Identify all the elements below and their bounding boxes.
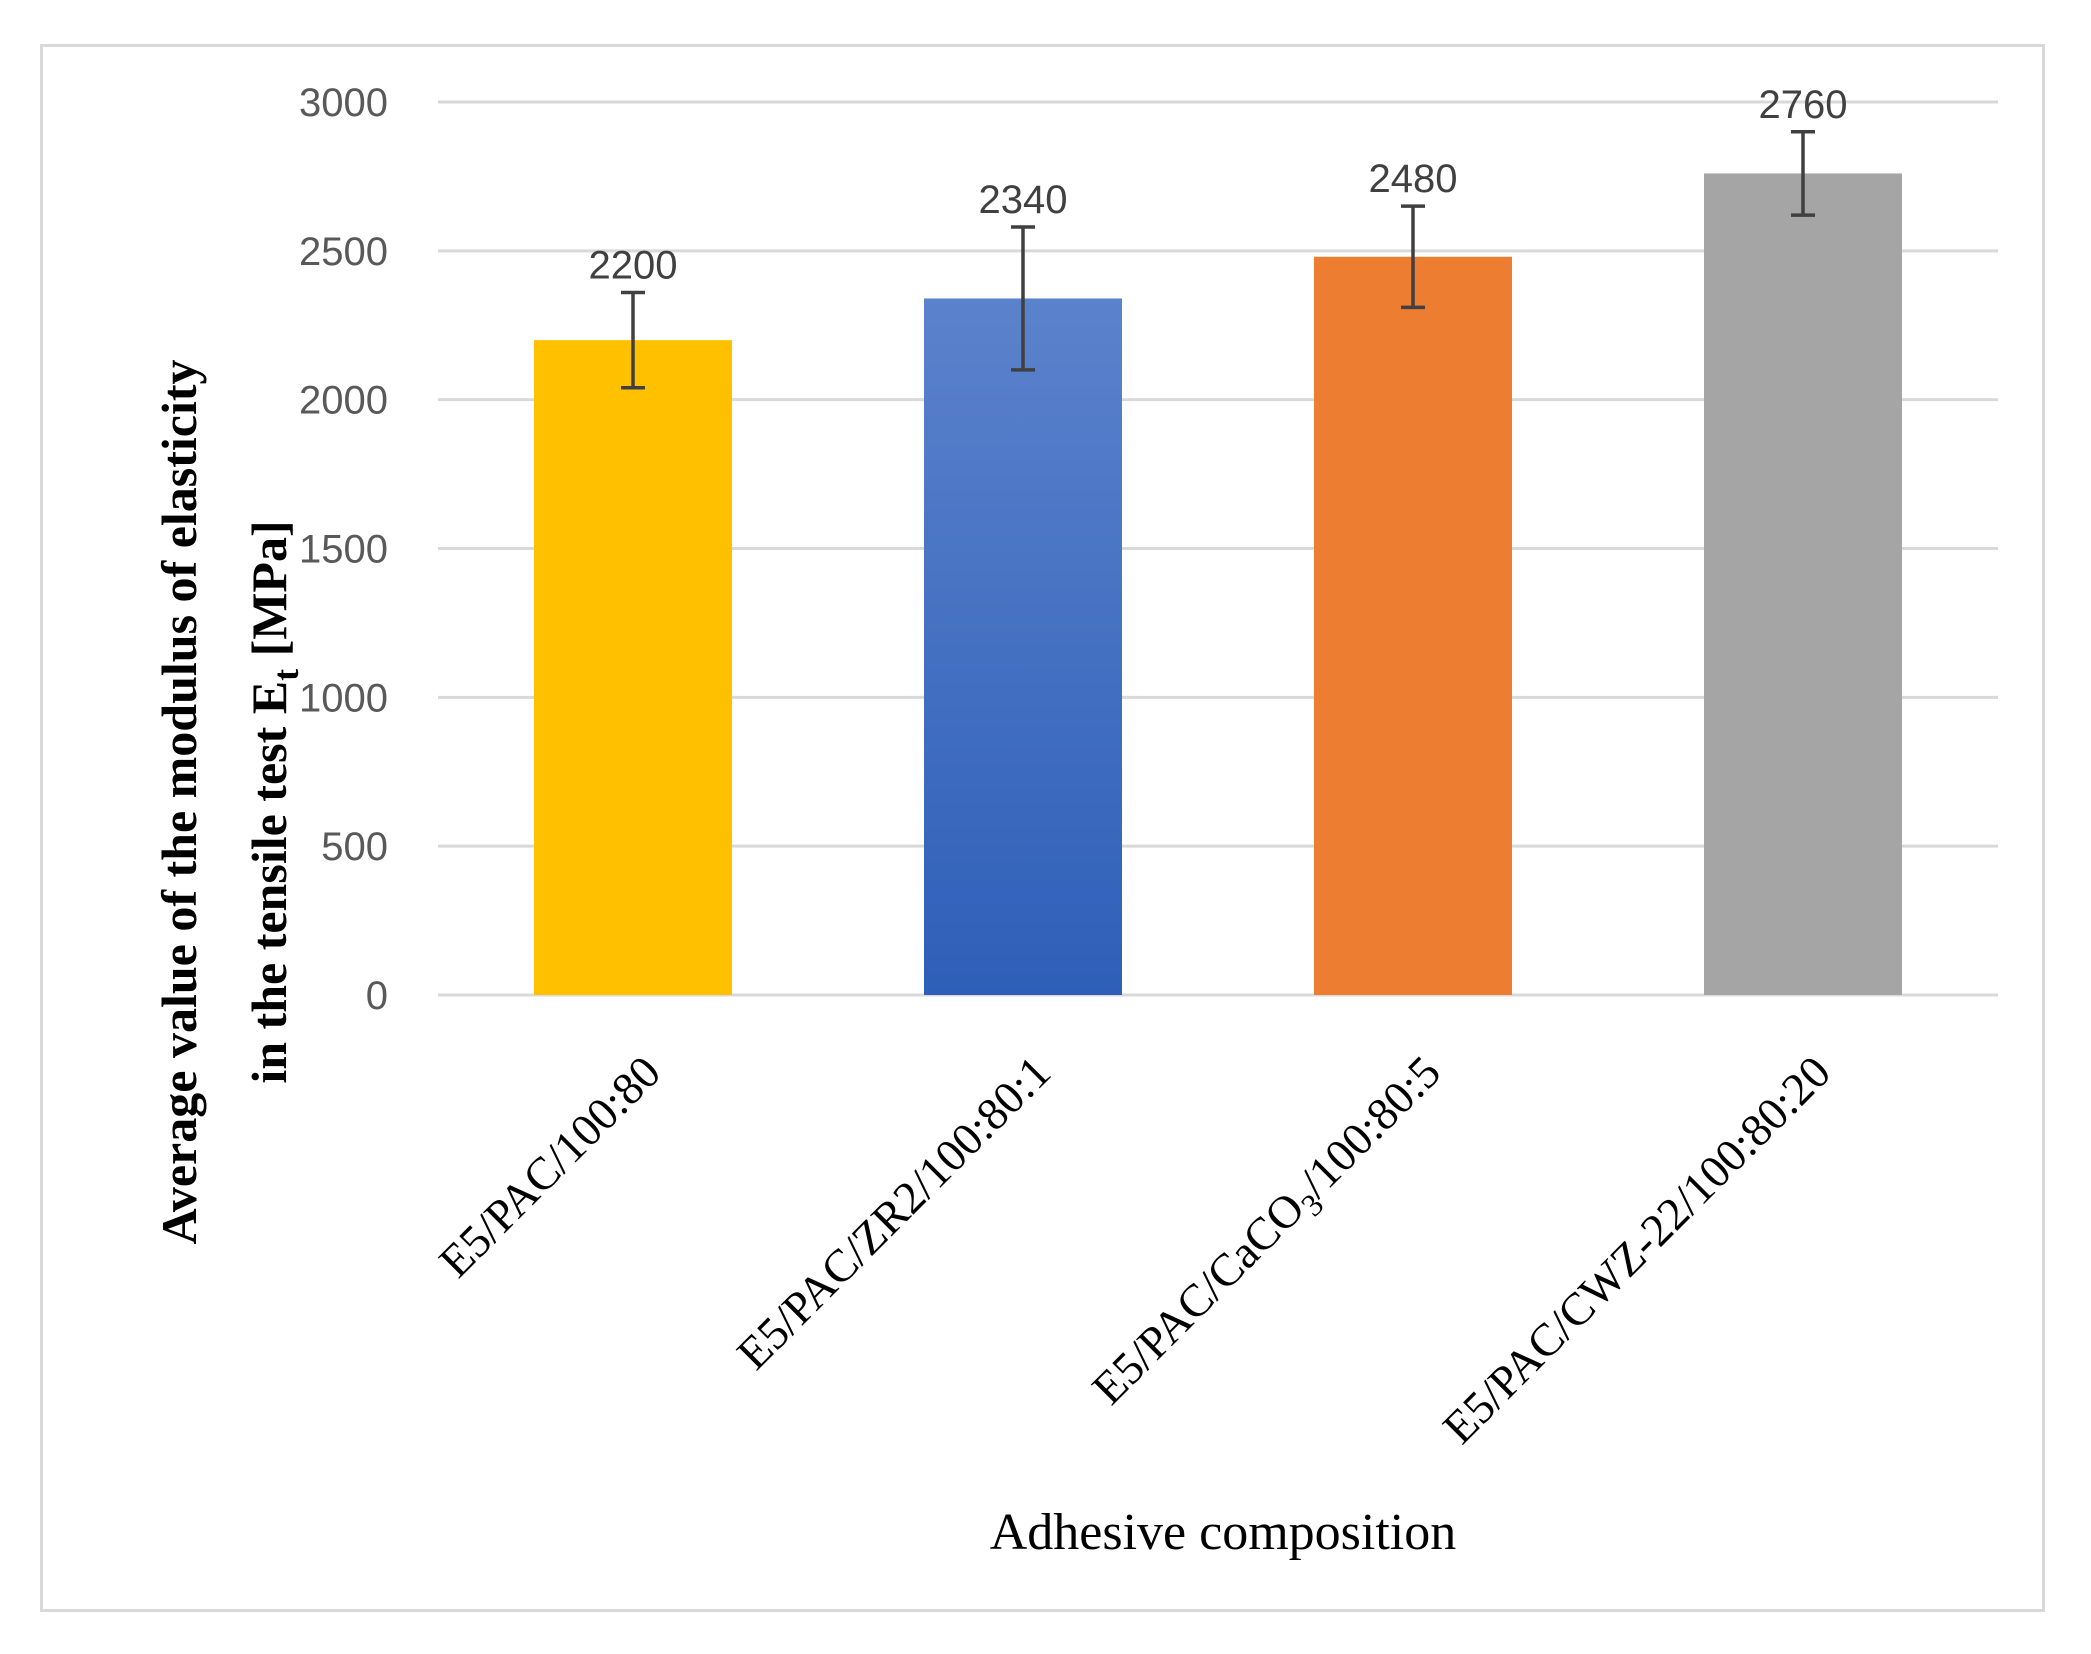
category-label-1: E5/PAC/100:80 (429, 1046, 670, 1287)
error-bar-1 (621, 290, 645, 390)
x-axis-title: Adhesive composition (990, 1504, 1457, 1561)
data-label-4: 2760 (1759, 83, 1848, 127)
y-tick-label: 3000 (299, 81, 388, 125)
y-axis-title-line2: in the tensile test Et [MPa] (241, 520, 306, 1083)
bar-2 (924, 298, 1122, 995)
bar-chart: 0 500 1000 1500 2000 2500 3000 2200 E5/PAC/100:8… (151, 81, 1998, 1561)
error-bar-2 (1011, 225, 1035, 372)
y-axis-title-line1: Average value of the modulus of elastici… (151, 359, 207, 1244)
y-axis-title: Average value of the modulus of elastici… (151, 359, 306, 1244)
category-label-4: E5/PAC/CWZ-22/100:80:20 (1433, 1046, 1840, 1453)
chart-frame: 0 500 1000 1500 2000 2500 3000 2200 E5/PAC/100:8… (40, 44, 2045, 1612)
category-label-3: E5/PAC/CaCO3/100:80:5 (1082, 1046, 1455, 1419)
y-tick-label: 1500 (299, 528, 388, 572)
y-tick-label: 2500 (299, 230, 388, 274)
y-tick-label: 0 (366, 974, 388, 1018)
data-label-3: 2480 (1369, 157, 1458, 201)
category-label-2: E5/PAC/ZR2/100:80:1 (727, 1046, 1060, 1379)
y-tick-label: 1000 (299, 676, 388, 720)
bar-1 (534, 340, 732, 996)
y-tick-label: 2000 (299, 379, 388, 423)
data-label-2: 2340 (979, 178, 1068, 222)
bar-3 (1314, 256, 1512, 995)
y-tick-label: 500 (321, 825, 388, 869)
error-bar-3 (1401, 204, 1425, 310)
data-label-1: 2200 (589, 244, 678, 288)
bar-4 (1704, 173, 1902, 995)
error-bar-4 (1791, 130, 1815, 217)
